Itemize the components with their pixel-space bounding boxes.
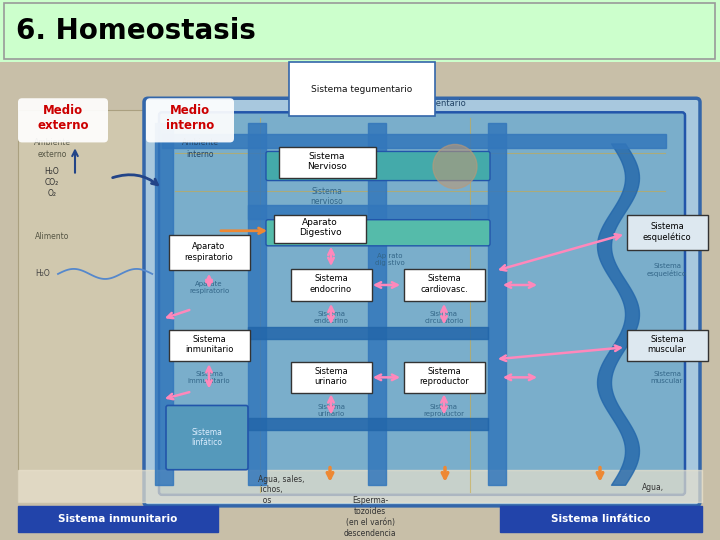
Text: Sistema
cardiovasc.: Sistema cardiovasc. — [420, 274, 468, 294]
FancyBboxPatch shape — [290, 362, 372, 393]
Text: Sistema
urinario: Sistema urinario — [314, 367, 348, 386]
Text: Alimento: Alimento — [35, 232, 69, 241]
Text: Sistema
esquelético: Sistema esquelético — [643, 222, 691, 242]
Text: Aparato
Digestivo: Aparato Digestivo — [299, 218, 341, 238]
Bar — [248, 327, 488, 339]
Text: Ambiente
interno: Ambiente interno — [181, 138, 218, 159]
Text: Sistema linfático: Sistema linfático — [552, 514, 651, 524]
Bar — [248, 205, 488, 219]
Circle shape — [433, 144, 477, 188]
Text: Medio
externo: Medio externo — [37, 104, 89, 132]
Text: Sistema
inmunitario: Sistema inmunitario — [185, 334, 233, 354]
Text: Agua, sales,
 ichos,
  os: Agua, sales, ichos, os — [258, 475, 305, 505]
FancyBboxPatch shape — [146, 98, 234, 143]
Text: H₂O
CO₂
O₂: H₂O CO₂ O₂ — [45, 166, 59, 198]
Text: Sistema
Nervioso: Sistema Nervioso — [307, 152, 347, 171]
Text: Sistema
linfático: Sistema linfático — [192, 428, 222, 447]
Text: Esperma-
tozoides
(en el varón)
descendencia
(en la mujer): Esperma- tozoides (en el varón) descende… — [343, 496, 396, 540]
Bar — [18, 110, 148, 502]
FancyBboxPatch shape — [274, 215, 366, 243]
Text: 6. Homeostasis: 6. Homeostasis — [16, 17, 256, 45]
Text: Sistema
circulatorio: Sistema circulatorio — [424, 311, 464, 324]
Text: Aparate
respiratorio: Aparate respiratorio — [189, 281, 229, 294]
Bar — [248, 123, 266, 485]
FancyBboxPatch shape — [18, 98, 108, 143]
FancyBboxPatch shape — [266, 220, 490, 246]
FancyBboxPatch shape — [290, 269, 372, 301]
Text: Sistema
urinario: Sistema urinario — [317, 404, 345, 417]
FancyBboxPatch shape — [626, 215, 708, 251]
Text: Sistema tegumentario: Sistema tegumentario — [311, 85, 413, 94]
Text: Sistema
muscular: Sistema muscular — [647, 334, 686, 354]
Bar — [18, 470, 702, 502]
Text: Sistema inmunitario: Sistema inmunitario — [58, 514, 178, 524]
Text: Ambiente
externo: Ambiente externo — [34, 138, 71, 159]
Bar — [248, 417, 488, 429]
Text: H₂O: H₂O — [35, 269, 50, 279]
FancyBboxPatch shape — [266, 151, 490, 180]
FancyBboxPatch shape — [403, 269, 485, 301]
Text: Ap rato
dig stivo: Ap rato dig stivo — [375, 253, 405, 266]
Text: Agua,: Agua, — [642, 483, 664, 492]
Text: Sistema intecumentario: Sistema intecumentario — [364, 99, 465, 108]
FancyBboxPatch shape — [279, 147, 376, 178]
Bar — [18, 506, 218, 532]
Bar — [155, 123, 173, 485]
FancyBboxPatch shape — [144, 98, 700, 506]
Text: Sistema
esquelético: Sistema esquelético — [647, 263, 687, 277]
Text: Sistema
immunitario: Sistema immunitario — [188, 372, 230, 384]
FancyBboxPatch shape — [168, 235, 250, 271]
FancyBboxPatch shape — [168, 329, 250, 361]
FancyBboxPatch shape — [166, 406, 248, 470]
Text: Sistema
muscular: Sistema muscular — [651, 372, 683, 384]
Bar — [500, 506, 702, 532]
Text: Sistema
reproductor: Sistema reproductor — [423, 404, 464, 417]
Text: Sistema
endocrino: Sistema endocrino — [310, 274, 352, 294]
Text: Aparato
respiratorio: Aparato respiratorio — [184, 242, 233, 261]
Text: Sistema
endocrino: Sistema endocrino — [314, 311, 348, 324]
FancyBboxPatch shape — [403, 362, 485, 393]
FancyBboxPatch shape — [159, 112, 685, 495]
Text: Sistema
reproductor: Sistema reproductor — [419, 367, 469, 386]
Bar — [162, 134, 666, 149]
Bar — [488, 123, 506, 485]
Bar — [368, 123, 386, 485]
Text: Sistema
nervioso: Sistema nervioso — [310, 187, 343, 206]
Text: Medio
interno: Medio interno — [166, 104, 214, 132]
FancyBboxPatch shape — [626, 329, 708, 361]
